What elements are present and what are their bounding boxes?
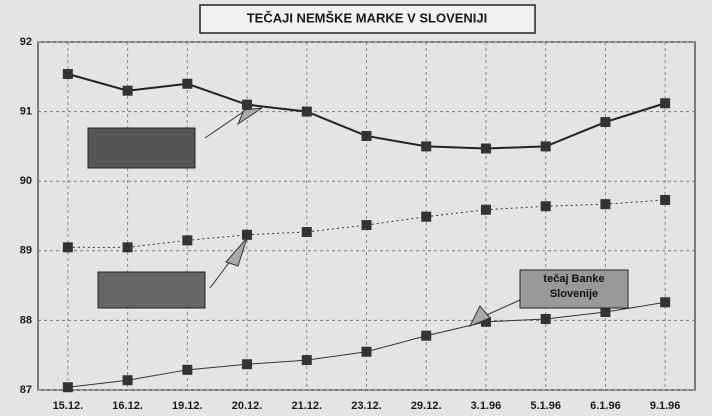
marker — [122, 375, 133, 386]
marker — [361, 346, 372, 357]
marker — [122, 242, 133, 253]
marker — [660, 98, 671, 109]
x-tick-label: 5.1.96 — [530, 400, 561, 412]
y-tick-label: 92 — [20, 36, 32, 48]
marker — [480, 316, 491, 327]
x-tick-label: 3.1.96 — [471, 400, 502, 412]
x-tick-label: 23.12. — [351, 400, 382, 412]
marker — [242, 99, 253, 110]
annotation: tečaj Banke Slovenije — [543, 273, 605, 300]
marker — [242, 229, 253, 240]
x-tick-label: 6.1.96 — [590, 400, 621, 412]
marker — [660, 194, 671, 205]
y-tick-label: 88 — [20, 314, 32, 326]
marker — [421, 330, 432, 341]
y-tick-label: 89 — [20, 245, 32, 257]
marker — [182, 78, 193, 89]
arrow-head — [468, 305, 491, 327]
marker — [301, 106, 312, 117]
title-box — [199, 4, 536, 34]
annotations: tečaj Banke Slovenije — [87, 107, 629, 327]
marker — [62, 242, 73, 253]
marker — [242, 359, 253, 370]
marker — [540, 201, 551, 212]
annotation-holder: tečaj Banke Slovenije — [543, 273, 605, 300]
arrow-head — [236, 107, 263, 126]
marker — [421, 211, 432, 222]
marker — [361, 220, 372, 231]
x-tick-label: 16.12. — [112, 400, 143, 412]
marker — [421, 141, 432, 152]
marker — [301, 227, 312, 238]
x-tick-label: 9.1.96 — [650, 400, 681, 412]
marker — [540, 141, 551, 152]
x-tick-label: 15.12. — [53, 400, 84, 412]
marker — [301, 355, 312, 366]
marker — [600, 199, 611, 210]
marker — [480, 143, 491, 154]
y-tick-label: 90 — [20, 175, 32, 187]
label-box — [97, 271, 206, 309]
label-box — [519, 269, 629, 309]
label-box — [87, 127, 196, 169]
marker — [62, 69, 73, 80]
plot-area: 87 88 89 90 91 92 15.12. 16.12. 19.12. 20.12. 21.1… — [20, 36, 696, 412]
marker — [540, 314, 551, 325]
marker — [182, 364, 193, 375]
y-tick-label: 87 — [20, 384, 32, 396]
x-tick-label: 21.12. — [291, 400, 322, 412]
marker — [660, 297, 671, 308]
marker — [361, 130, 372, 141]
marker — [122, 85, 133, 96]
x-tick-label: 29.12. — [411, 400, 442, 412]
marker — [62, 382, 73, 393]
x-tick-label: 20.12. — [232, 400, 263, 412]
y-tick-label: 91 — [20, 106, 32, 118]
marker — [480, 204, 491, 215]
arrow-head — [225, 237, 248, 267]
arrow — [204, 111, 244, 139]
marker — [600, 307, 611, 318]
x-tick-label: 19.12. — [172, 400, 203, 412]
marker — [182, 235, 193, 246]
chart-title: TEČAJI NEMŠKE MARKE V SLOVENIJI — [247, 10, 488, 25]
marker — [600, 117, 611, 128]
